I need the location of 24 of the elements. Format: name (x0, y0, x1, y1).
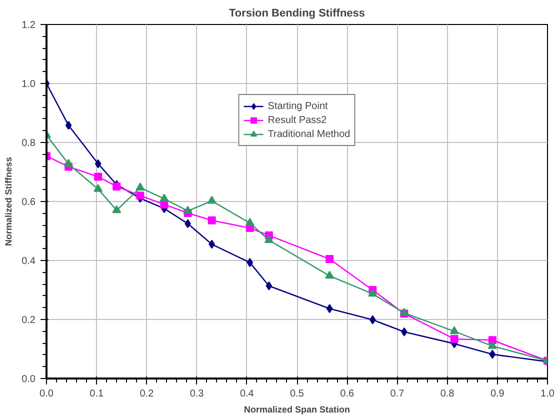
y-tick-label: 1.2 (22, 20, 36, 31)
chart-title: Torsion Bending Stiffness (228, 8, 366, 20)
x-tick-label: 0.7 (390, 388, 405, 400)
x-tick-label: 0.3 (190, 388, 204, 400)
legend-label: Starting Point (268, 100, 328, 113)
x-axis-title: Normalized Span Station (244, 404, 350, 414)
y-tick-label: 0.2 (22, 315, 36, 326)
legend-label: Result Pass2 (268, 114, 327, 127)
x-tick-label: 0.9 (490, 388, 505, 400)
x-tick-label: 0.1 (90, 388, 104, 400)
y-tick-label: 0.0 (22, 374, 36, 385)
x-tick-label: 0.0 (40, 388, 54, 400)
x-tick-label: 0.2 (140, 388, 154, 400)
x-tick-label: 1.0 (540, 388, 555, 400)
x-tick-label: 0.8 (440, 388, 455, 400)
y-axis-title: Normalized Stiffness (4, 156, 14, 246)
y-tick-label: 0.8 (22, 138, 36, 149)
x-tick-label: 0.6 (340, 388, 354, 400)
y-tick-label: 0.6 (22, 197, 36, 208)
x-tick-label: 0.4 (240, 388, 254, 400)
legend-label: Traditional Method (268, 128, 350, 141)
y-tick-label: 1.0 (22, 79, 36, 90)
x-tick-label: 0.5 (290, 388, 304, 400)
y-tick-label: 0.4 (22, 256, 36, 267)
